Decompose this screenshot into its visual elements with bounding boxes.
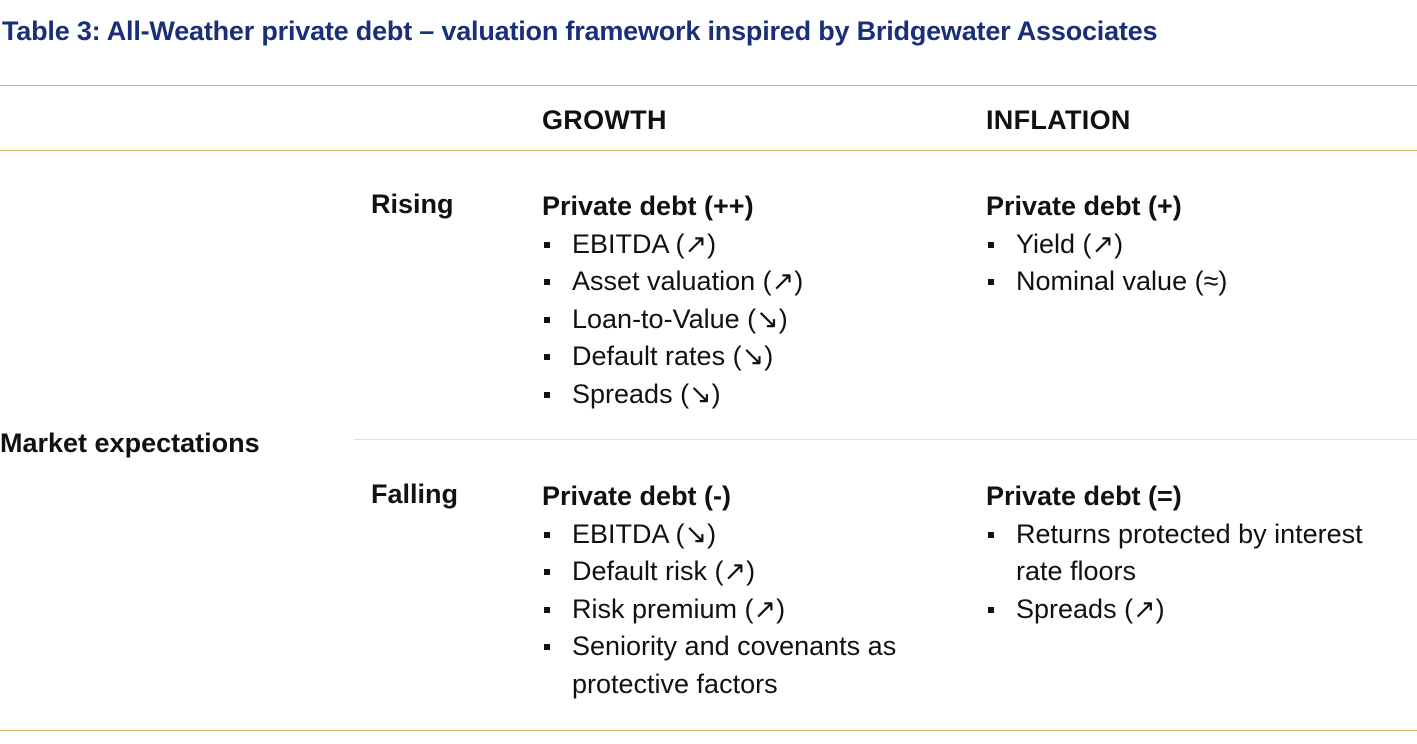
list-item: EBITDA (↗) [542, 226, 962, 264]
bullet-icon [988, 531, 994, 538]
cell-title: Private debt (++) [542, 191, 754, 221]
list-item: EBITDA (↘) [542, 516, 962, 554]
bullet-list: EBITDA (↗) Asset valuation (↗) Loan-to-V… [542, 226, 962, 414]
list-item: Returns protected by interest rate floor… [986, 516, 1406, 591]
row-label-rising: Rising [371, 189, 454, 219]
cell-rising-growth: Private debt (++) EBITDA (↗) Asset valua… [542, 188, 962, 413]
cell-rising-inflation: Private debt (+) Yield (↗) Nominal value… [986, 188, 1406, 301]
bullet-icon [544, 531, 550, 538]
list-item: Nominal value (≈) [986, 263, 1406, 301]
list-item: Spreads (↗) [986, 591, 1406, 629]
list-item: Seniority and covenants as protective fa… [542, 628, 962, 703]
bullet-list: Returns protected by interest rate floor… [986, 516, 1406, 629]
bullet-list: Yield (↗) Nominal value (≈) [986, 226, 1406, 301]
top-rule [0, 85, 1417, 86]
column-header-inflation: INFLATION [986, 105, 1131, 135]
header-rule [0, 150, 1417, 151]
bullet-icon [544, 316, 550, 323]
bullet-icon [988, 241, 994, 248]
cell-title: Private debt (+) [986, 191, 1182, 221]
list-item: Asset valuation (↗) [542, 263, 962, 301]
bullet-icon [988, 606, 994, 613]
bullet-icon [544, 354, 550, 360]
list-item: Default rates (↘) [542, 338, 962, 376]
list-item: Loan-to-Value (↘) [542, 301, 962, 339]
column-header-growth: GROWTH [542, 105, 667, 135]
cell-title: Private debt (=) [986, 481, 1182, 511]
row-label-falling: Falling [371, 479, 458, 509]
bullet-list: EBITDA (↘) Default risk (↗) Risk premium… [542, 516, 962, 704]
bullet-icon [544, 644, 550, 650]
list-item: Spreads (↘) [542, 376, 962, 414]
bullet-icon [988, 279, 994, 285]
table-title: Table 3: All-Weather private debt – valu… [2, 16, 1158, 46]
bullet-icon [544, 569, 550, 575]
bullet-icon [544, 391, 550, 398]
cell-title: Private debt (-) [542, 481, 732, 511]
bottom-rule [0, 730, 1417, 731]
list-item: Risk premium (↗) [542, 591, 962, 629]
cell-falling-inflation: Private debt (=) Returns protected by in… [986, 478, 1406, 628]
list-item: Yield (↗) [986, 226, 1406, 264]
bullet-icon [544, 279, 550, 285]
row-group-label: Market expectations [0, 428, 260, 458]
bullet-icon [544, 606, 550, 613]
row-divider [354, 439, 1417, 440]
cell-falling-growth: Private debt (-) EBITDA (↘) Default risk… [542, 478, 962, 703]
list-item: Default risk (↗) [542, 553, 962, 591]
bullet-icon [544, 241, 550, 248]
